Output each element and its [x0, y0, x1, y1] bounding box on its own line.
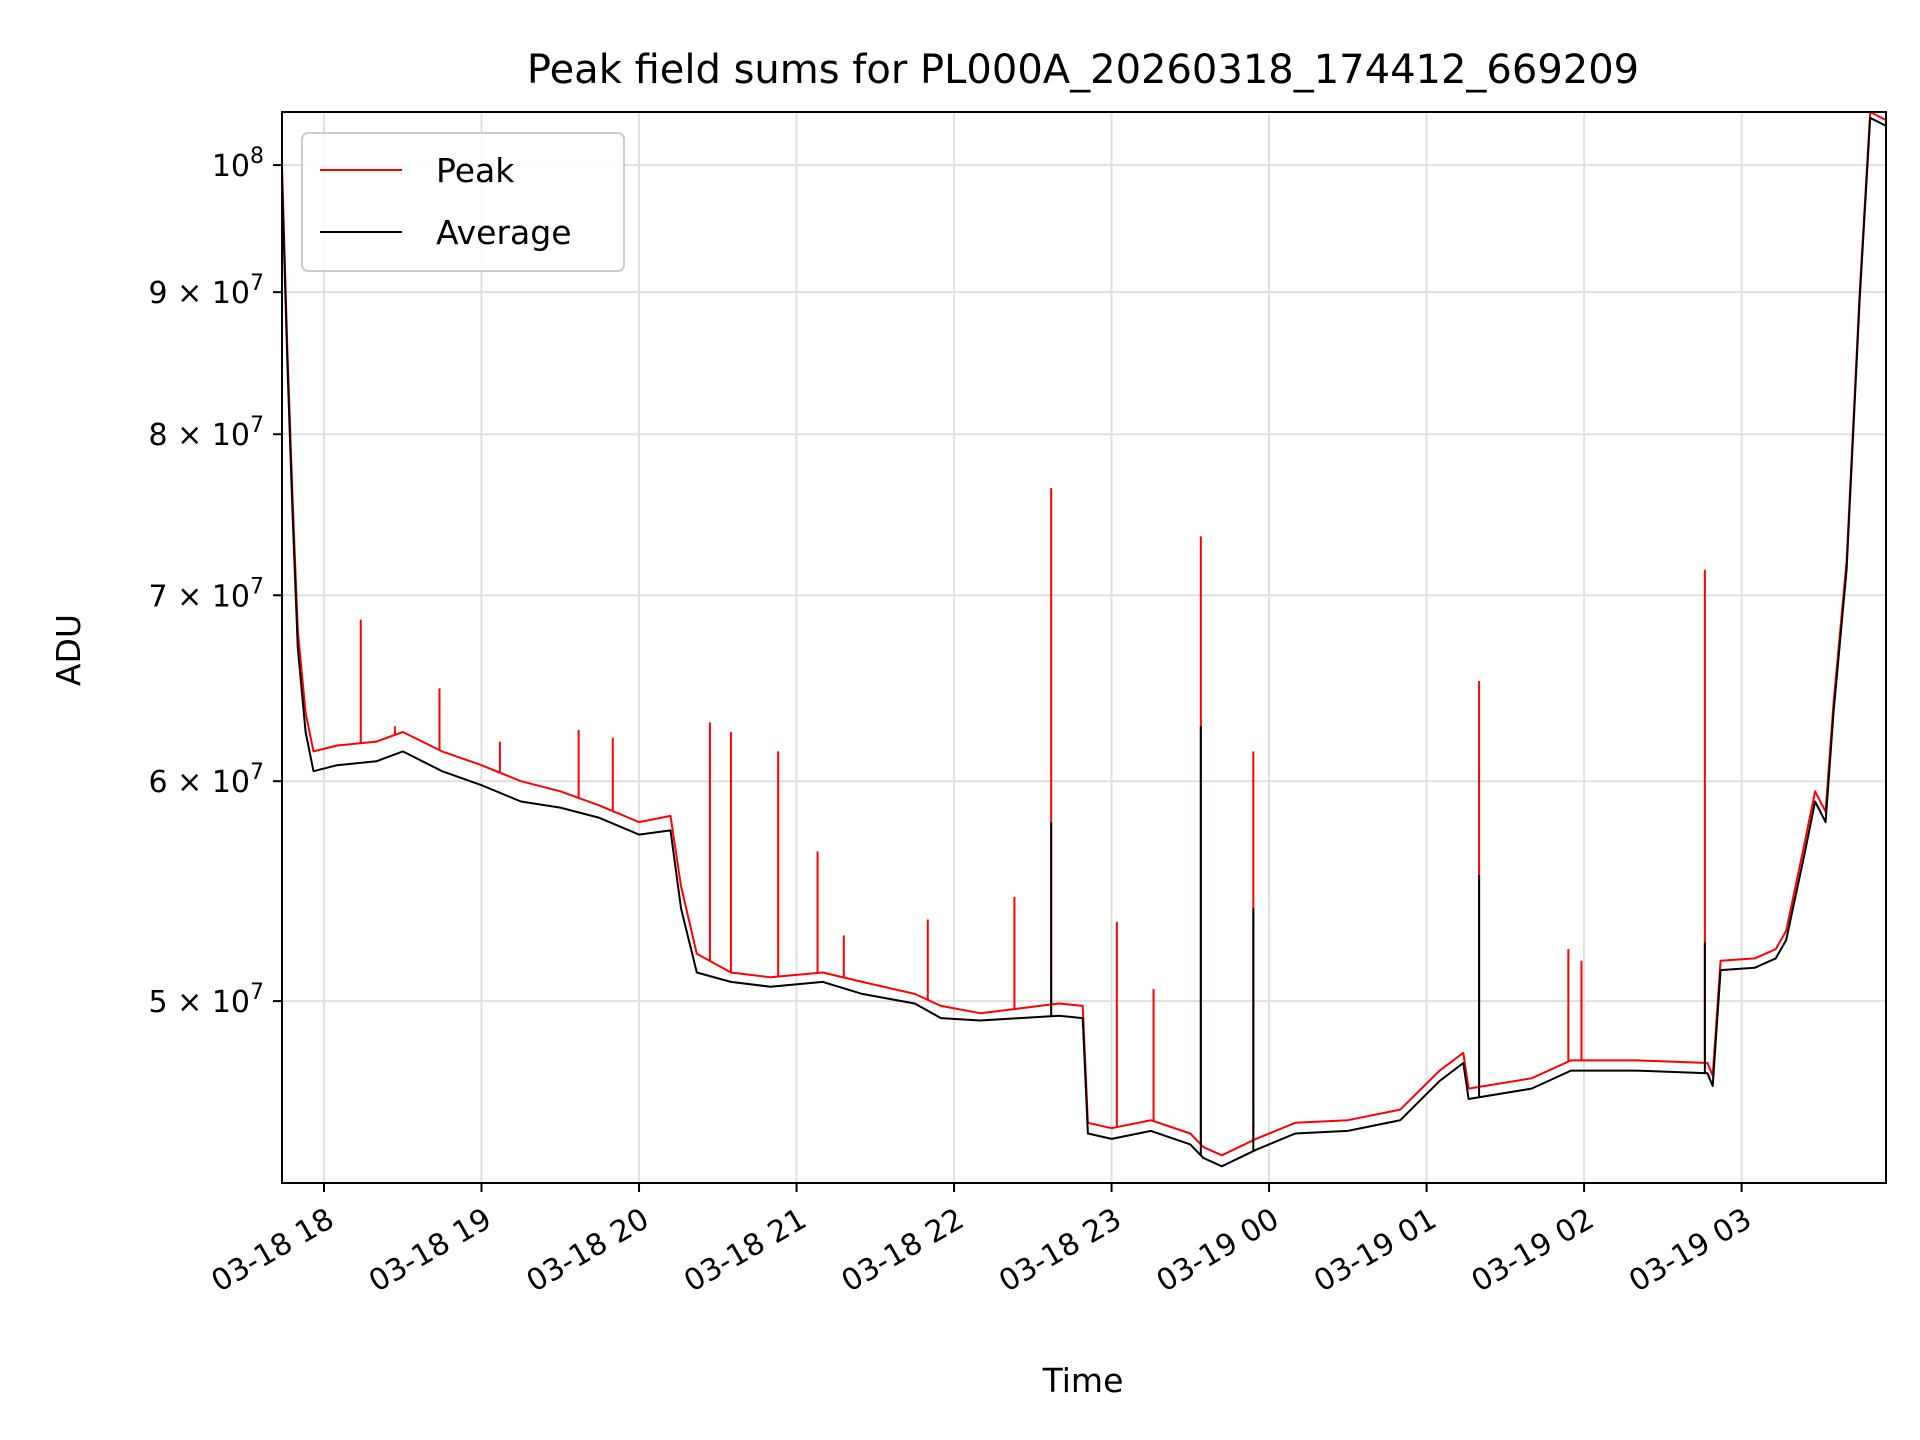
y-tick-times: ×	[168, 276, 212, 311]
legend-label-peak: Peak	[436, 151, 515, 190]
y-tick-base: 10	[212, 985, 250, 1020]
y-tick-mantissa: 5	[149, 985, 168, 1020]
y-tick-base: 10	[212, 149, 250, 184]
plot-frame	[281, 111, 1887, 1184]
y-tick-label: 108	[212, 144, 264, 184]
series-line-average	[282, 116, 1886, 1168]
series-line-peak	[282, 112, 1886, 1157]
y-tick-exponent: 7	[250, 413, 264, 438]
y-tick-exponent: 7	[250, 980, 264, 1005]
y-tick-base: 10	[212, 765, 250, 800]
chart-title: Peak field sums for PL000A_20260318_1744…	[527, 47, 1639, 93]
y-tick-times: ×	[168, 418, 212, 453]
grid	[282, 112, 1886, 1183]
y-tick-mantissa: 9	[149, 276, 168, 311]
series-layer	[282, 112, 1886, 1168]
legend-label-average: Average	[436, 213, 572, 252]
series-average	[282, 116, 1886, 1168]
y-tick-exponent: 7	[250, 574, 264, 599]
y-tick-label: 6 × 107	[149, 760, 265, 800]
y-tick-exponent: 7	[250, 760, 264, 785]
y-tick-times: ×	[168, 765, 212, 800]
y-tick-exponent: 8	[250, 144, 264, 169]
y-tick-label: 5 × 107	[149, 980, 265, 1020]
y-tick-mantissa: 7	[149, 579, 168, 614]
y-tick-times: ×	[168, 985, 212, 1020]
y-tick-mantissa: 6	[149, 765, 168, 800]
y-tick-label: 7 × 107	[149, 574, 265, 614]
y-tick-label: 8 × 107	[149, 413, 265, 453]
y-tick-base: 10	[212, 418, 250, 453]
y-axis-label: ADU	[49, 614, 88, 686]
y-tick-exponent: 7	[250, 271, 264, 296]
y-tick-base: 10	[212, 579, 250, 614]
legend-box	[301, 132, 625, 272]
y-tick-mantissa: 8	[149, 418, 168, 453]
legend: Peak Average	[301, 132, 625, 272]
y-tick-label: 9 × 107	[149, 271, 265, 311]
x-axis-label: Time	[1042, 1361, 1124, 1400]
y-tick-times: ×	[168, 579, 212, 614]
y-tick-base: 10	[212, 276, 250, 311]
